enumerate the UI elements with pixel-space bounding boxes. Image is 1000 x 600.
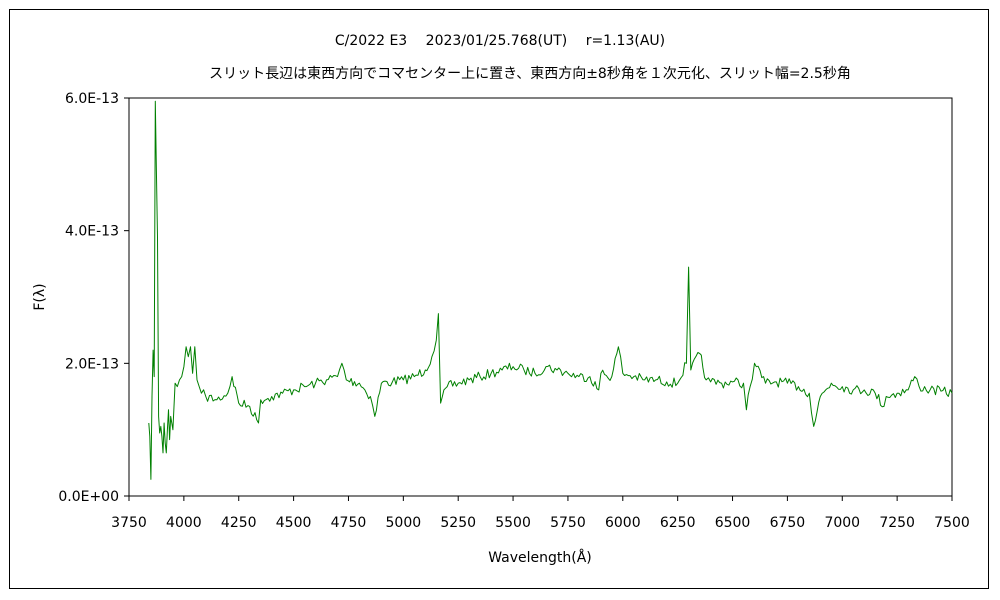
x-tick-label: 7250 bbox=[879, 515, 915, 531]
spectrum-line bbox=[148, 100, 953, 480]
x-tick-label: 6250 bbox=[660, 515, 696, 531]
x-tick-label: 5000 bbox=[386, 515, 422, 531]
x-tick-label: 5250 bbox=[440, 515, 476, 531]
x-tick-label: 4250 bbox=[221, 515, 257, 531]
x-tick-label: 4750 bbox=[331, 515, 367, 531]
plot-area bbox=[128, 97, 953, 497]
y-tick-label: 0.0E+00 bbox=[58, 489, 119, 505]
y-tick-label: 6.0E-13 bbox=[65, 91, 119, 107]
y-axis-label: F(λ) bbox=[32, 283, 48, 310]
x-tick-label: 5500 bbox=[495, 515, 531, 531]
x-axis: 3750 4000 4250 4500 4750 5000 5250 5500 5750 6000… bbox=[111, 496, 970, 531]
y-tick-label: 2.0E-13 bbox=[65, 356, 119, 372]
x-tick-label: 7000 bbox=[824, 515, 860, 531]
x-tick-label: 4000 bbox=[166, 515, 202, 531]
y-tick-label: 4.0E-13 bbox=[65, 224, 119, 240]
x-tick-label: 3750 bbox=[111, 515, 147, 531]
x-tick-label: 6500 bbox=[715, 515, 751, 531]
x-tick-label: 4500 bbox=[276, 515, 312, 531]
chart-subtitle: スリット長辺は東西方向でコマセンター上に置き、東西方向±8秒角を１次元化、スリッ… bbox=[209, 66, 851, 82]
y-axis: 0.0E+00 2.0E-13 4.0E-13 6.0E-13 bbox=[58, 91, 129, 505]
x-tick-label: 7500 bbox=[934, 515, 970, 531]
series-layer bbox=[148, 100, 953, 480]
x-axis-label: Wavelength(Å) bbox=[488, 549, 592, 566]
x-tick-label: 6750 bbox=[770, 515, 806, 531]
x-tick-label: 6000 bbox=[605, 515, 641, 531]
chart-title: C/2022 E3 2023/01/25.768(UT) r=1.13(AU) bbox=[335, 33, 665, 49]
x-tick-label: 5750 bbox=[550, 515, 586, 531]
